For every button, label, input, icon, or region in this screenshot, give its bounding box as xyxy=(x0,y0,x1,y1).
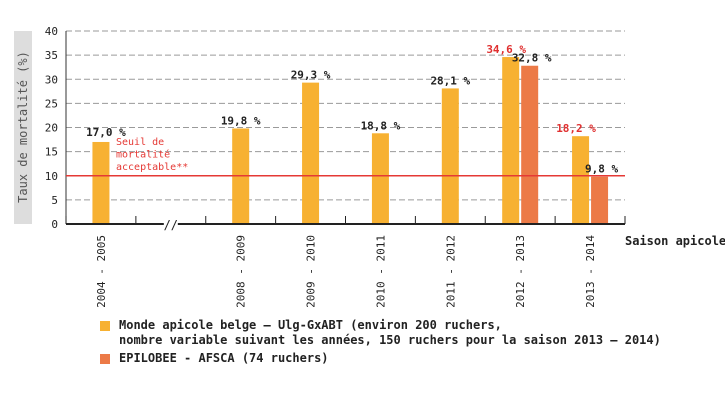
value-label: 34,6 % xyxy=(486,43,526,56)
legend: Monde apicole belge – Ulg-GxABT (environ… xyxy=(100,318,661,369)
legend-swatch-epilobee xyxy=(100,354,110,364)
legend-label-epilobee: EPILOBEE - AFSCA (74 ruchers) xyxy=(119,351,329,365)
bar-ulg xyxy=(92,141,110,224)
x-tick-label: 2008 - 2009 xyxy=(235,235,248,308)
axis-break-marker: // xyxy=(164,218,178,232)
y-axis-ticks: 0 5 10 15 20 25 30 35 40 xyxy=(45,25,67,231)
x-tick-label: 2011 - 2012 xyxy=(444,235,457,308)
value-label: 29,3 % xyxy=(291,69,331,82)
legend-item-ulg: Monde apicole belge – Ulg-GxABT (environ… xyxy=(100,318,661,348)
bar-epilobee xyxy=(521,65,539,225)
x-axis-label: Saison apicole xyxy=(625,234,725,248)
value-label: 19,8 % xyxy=(221,114,261,127)
legend-swatch-ulg xyxy=(100,321,110,331)
value-label: 32,8 % xyxy=(512,52,552,65)
x-tick-label: 2012 - 2013 xyxy=(514,235,527,308)
y-axis-label: Taux de mortalité (%) xyxy=(16,51,30,203)
y-tick-label: 40 xyxy=(45,25,58,38)
legend-item-epilobee: EPILOBEE - AFSCA (74 ruchers) xyxy=(100,351,661,366)
bar-ulg xyxy=(502,57,520,225)
value-labels: 17,0 % 19,8 % 29,3 % 18,8 % 28,1 % 34,6 %32,8… xyxy=(86,43,618,176)
threshold-label: mortalité xyxy=(116,149,170,161)
bar-ulg xyxy=(441,88,459,224)
bars xyxy=(92,57,609,225)
value-label: 18,2 % xyxy=(556,122,596,135)
y-tick-label: 20 xyxy=(45,122,58,135)
y-tick-label: 35 xyxy=(45,49,58,62)
x-tick-label: 2013 - 2014 xyxy=(584,235,597,308)
threshold-label: acceptable** xyxy=(116,162,188,173)
y-tick-label: 30 xyxy=(45,73,58,86)
value-label: 9,8 % xyxy=(585,163,618,176)
legend-label-ulg: Monde apicole belge – Ulg-GxABT (environ… xyxy=(119,318,661,347)
y-tick-label: 15 xyxy=(45,146,58,159)
x-axis: 2004 - 2005 2008 - 2009 2009 - 2010 2010 - … xyxy=(65,216,626,308)
value-label: 17,0 % xyxy=(86,126,126,139)
y-tick-label: 5 xyxy=(51,194,58,207)
bar-epilobee xyxy=(591,176,609,224)
value-label: 28,1 % xyxy=(430,74,470,87)
bar-ulg xyxy=(371,133,389,224)
y-tick-label: 0 xyxy=(51,218,58,231)
threshold-label: Seuil de xyxy=(116,137,164,148)
bar-ulg xyxy=(572,136,590,224)
y-axis-label-background xyxy=(14,31,32,224)
value-label: 18,8 % xyxy=(361,119,401,132)
x-tick-label: 2004 - 2005 xyxy=(95,235,108,308)
y-tick-label: 10 xyxy=(45,170,58,183)
axis-break-gap xyxy=(163,220,178,228)
x-tick-label: 2009 - 2010 xyxy=(305,235,318,308)
x-tick-label: 2010 - 2011 xyxy=(374,235,387,308)
y-tick-label: 25 xyxy=(45,97,58,110)
bar-ulg xyxy=(302,82,320,224)
